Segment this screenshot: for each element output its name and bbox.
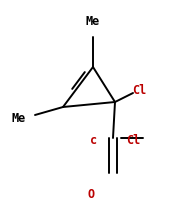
Text: Cl: Cl: [132, 84, 146, 97]
Text: Me: Me: [12, 111, 26, 124]
Text: O: O: [88, 187, 95, 200]
Text: Cl: Cl: [126, 134, 140, 147]
Text: Me: Me: [86, 15, 100, 28]
Text: c: c: [90, 134, 97, 147]
